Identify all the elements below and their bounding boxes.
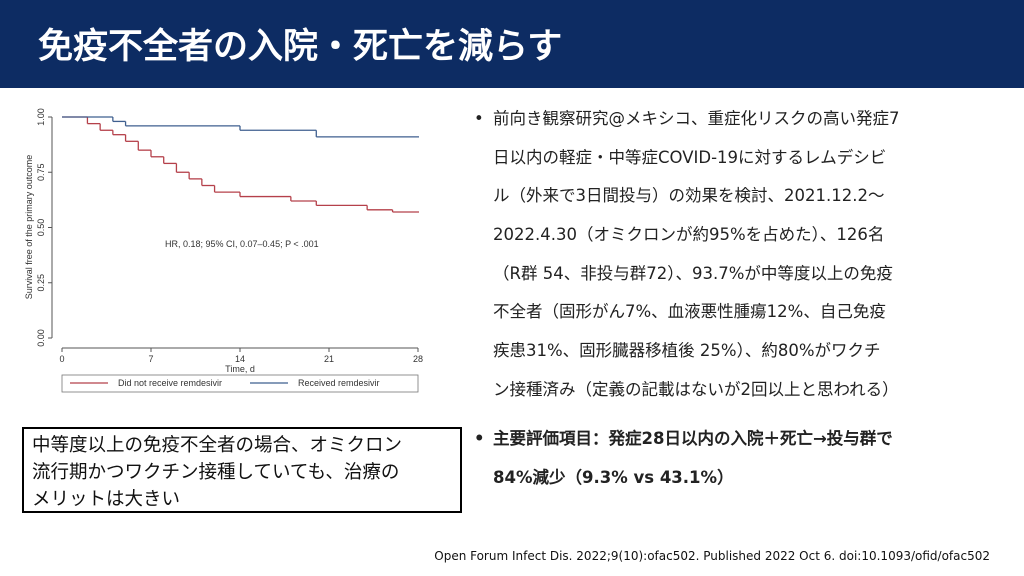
y-axis-title: Survival free of the primary outcome (24, 155, 34, 300)
y-tick-label: 0.50 (36, 219, 46, 237)
note-box: 中等度以上の免疫不全者の場合、オミクロン 流行期かつワクチン接種していても、治療の… (22, 427, 462, 513)
bullet-line: 主要評価項目：発症28日以内の入院＋死亡→投与群で (493, 429, 893, 448)
bullet-line: 日以内の軽症・中等症COVID-19に対するレムデシビ (493, 147, 887, 167)
x-tick-label: 14 (235, 354, 245, 364)
note-line: 流行期かつワクチン接種していても、治療の (32, 462, 400, 483)
citation: Open Forum Infect Dis. 2022;9(10):ofac50… (434, 549, 990, 563)
y-tick-label: 0.25 (36, 274, 46, 292)
x-tick-label: 21 (324, 354, 334, 364)
bullet-dot: • (474, 429, 485, 448)
x-axis-title: Time, d (225, 364, 255, 374)
km-chart: 0.00 0.25 0.50 0.75 1.00 0 7 14 21 28 Time, d Survi… (24, 108, 423, 393)
x-tick-label: 28 (413, 354, 423, 364)
legend-label: Did not receive remdesivir (118, 378, 222, 388)
bullet: • 主要評価項目：発症28日以内の入院＋死亡→投与群で 84%減少（9.3% vs … (474, 420, 893, 497)
note-line: メリットは大きい (32, 489, 181, 510)
bullet-line: （R群 54、非投与群72）、93.7%が中等度以上の免疫 (493, 263, 893, 283)
bullet-line: ン接種済み（定義の記載はないが2回以上と思われる） (493, 379, 899, 399)
y-tick-label: 0.75 (36, 163, 46, 181)
bullet-line: 前向き観察研究@メキシコ、重症化リスクの高い発症7 (493, 109, 900, 128)
bullet-line: ル（外来で3日間投与）の効果を検討、2021.12.2～ (493, 186, 885, 206)
x-tick-label: 7 (148, 354, 153, 364)
bullet-line: 不全者（固形がん7%、血液悪性腫瘍12%、自己免疫 (493, 302, 886, 322)
y-tick-label: 1.00 (36, 108, 46, 126)
bullet-line: 2022.4.30（オミクロンが約95%を占めた）、126名 (493, 225, 885, 245)
bullet: • 前向き観察研究@メキシコ、重症化リスクの高い発症7 日以内の軽症・中等症COVI… (474, 100, 900, 410)
slide-title: 免疫不全者の入院・死亡を減らす (38, 27, 563, 67)
legend-box (61, 374, 419, 393)
legend-label: Received remdesivir (298, 378, 380, 388)
title-bar (0, 0, 1024, 88)
series (62, 116, 419, 213)
note-line: 中等度以上の免疫不全者の場合、オミクロン (32, 435, 403, 456)
annotation: HR, 0.18; 95% CI, 0.07–0.45; P < .001 (165, 239, 319, 249)
bullet-line: 84%減少（9.3% vs 43.1%） (493, 467, 734, 487)
bullet-line: 疾患31%、固形臓器移植後 25%）、約80%がワクチ (493, 341, 881, 361)
x-tick-label: 0 (59, 354, 64, 364)
y-tick-label: 0.00 (36, 329, 46, 347)
series (62, 116, 419, 138)
bullet-dot: • (474, 109, 484, 128)
